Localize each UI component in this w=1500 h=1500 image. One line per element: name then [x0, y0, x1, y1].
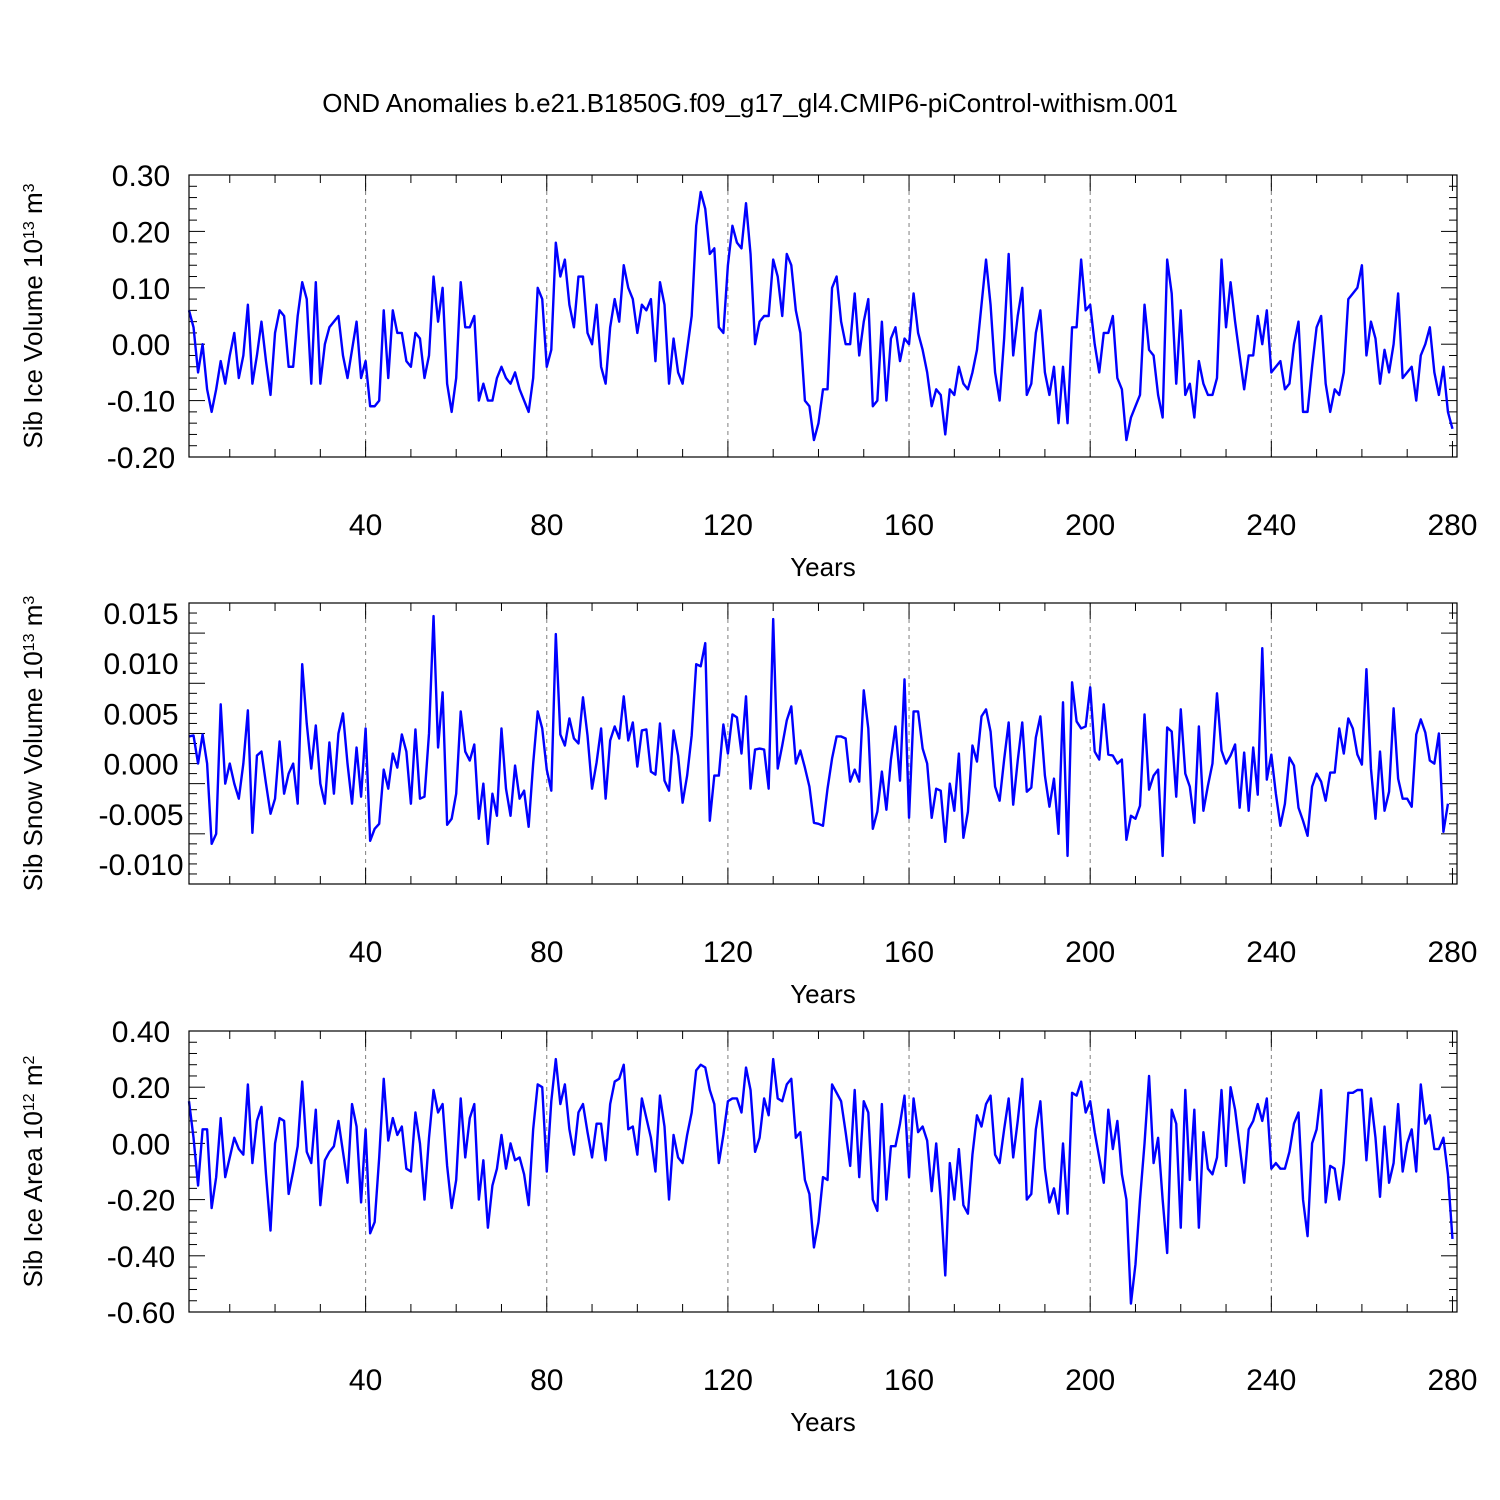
chart-sib-ice-volume-ylabel-main: Sib Ice Volume 10 [18, 239, 48, 449]
chart-sib-ice-area-ylabel-exponent: 12 [21, 1093, 38, 1111]
chart-sib-snow-volume-ytick-label-5: 0.015 [103, 598, 178, 631]
chart-sib-ice-area-ylabel-unit-exponent: 2 [21, 1055, 38, 1064]
chart-sib-ice-area-series-line [187, 1057, 1454, 1305]
chart-sib-snow-volume-frame [188, 602, 1458, 885]
chart-sib-snow-volume-ytick-label-3: 0.005 [103, 698, 178, 731]
chart-sib-snow-volume-xtick-label-5: 240 [1246, 936, 1296, 969]
chart-sib-ice-area-ytick-label-5: 0.40 [112, 1016, 170, 1049]
chart-sib-snow-volume-xtick-label-4: 200 [1065, 936, 1115, 969]
chart-sib-ice-area-ytick-label-1: -0.40 [107, 1241, 175, 1274]
chart-sib-snow-volume-xtick-label-1: 80 [530, 936, 563, 969]
chart-sib-ice-volume-ytick-label-2: 0.00 [112, 329, 170, 362]
chart-sib-snow-volume-xtick-label-3: 160 [884, 936, 934, 969]
chart-sib-ice-volume-ylabel-unit-exponent: 3 [21, 183, 38, 192]
chart-sib-snow-volume-xtick-label-2: 120 [703, 936, 753, 969]
chart-sib-snow-volume-series-line [188, 614, 1450, 858]
chart-sib-ice-area-ytick-label-3: 0.00 [112, 1128, 170, 1161]
chart-sib-ice-volume-ytick-label-1: -0.10 [107, 386, 175, 419]
chart-sib-ice-volume-ytick-label-5: 0.30 [112, 160, 170, 193]
chart-sib-ice-area-ylabel-main: Sib Ice Area 10 [18, 1111, 48, 1287]
panel-sib-ice-volume: -0.20 -0.10 0.00 0.10 0.20 0.30 40 80 120 160 200 2… [18, 160, 1478, 582]
chart-sib-ice-area-xtick-label-2: 120 [703, 1364, 753, 1397]
chart-sib-snow-volume-xtick-label-0: 40 [349, 936, 382, 969]
chart-sib-ice-volume-ytick-label-4: 0.20 [112, 216, 170, 249]
chart-sib-ice-volume-ylabel-exponent: 13 [21, 221, 38, 239]
chart-sib-ice-volume-xtick-label-6: 280 [1427, 509, 1477, 542]
figure-title: OND Anomalies b.e21.B1850G.f09_g17_gl4.C… [322, 88, 1178, 118]
chart-sib-ice-volume-xtick-label-1: 80 [530, 509, 563, 542]
chart-sib-ice-volume-series-line [187, 190, 1454, 442]
chart-sib-ice-area-xtick-label-5: 240 [1246, 1364, 1296, 1397]
chart-sib-ice-volume-ylabel: Sib Ice Volume 1013 m3 [18, 183, 48, 448]
chart-sib-ice-volume-ytick-label-0: -0.20 [107, 442, 175, 475]
chart-sib-ice-area-xtick-label-3: 160 [884, 1364, 934, 1397]
chart-sib-ice-volume-xlabel: Years [790, 552, 856, 582]
chart-sib-ice-area-xtick-label-4: 200 [1065, 1364, 1115, 1397]
chart-sib-ice-volume-xtick-label-5: 240 [1246, 509, 1296, 542]
chart-sib-snow-volume-ylabel-unit: m [18, 605, 48, 634]
chart-sib-ice-area-xtick-label-6: 280 [1427, 1364, 1477, 1397]
chart-sib-snow-volume-ytick-label-4: 0.010 [103, 648, 178, 681]
chart-sib-ice-area-ytick-label-2: -0.20 [107, 1185, 175, 1218]
chart-sib-snow-volume-ylabel: Sib Snow Volume 1013 m3 [18, 596, 48, 892]
chart-sib-ice-volume-xtick-label-3: 160 [884, 509, 934, 542]
chart-sib-snow-volume-ylabel-unit-exponent: 3 [21, 596, 38, 605]
chart-sib-ice-area-ytick-label-4: 0.20 [112, 1072, 170, 1105]
chart-sib-snow-volume-ytick-label-2: 0.000 [103, 749, 178, 782]
chart-sib-snow-volume-xtick-label-6: 280 [1427, 936, 1477, 969]
chart-sib-ice-area-ytick-label-0: -0.60 [107, 1297, 175, 1330]
chart-sib-ice-area-xtick-label-1: 80 [530, 1364, 563, 1397]
chart-sib-ice-area-frame [188, 1030, 1458, 1313]
chart-sib-ice-volume-ytick-label-3: 0.10 [112, 273, 170, 306]
chart-sib-ice-volume-ylabel-unit: m [18, 192, 48, 221]
chart-sib-snow-volume-ytick-label-0: -0.010 [98, 849, 183, 882]
chart-sib-ice-area-xtick-label-0: 40 [349, 1364, 382, 1397]
panel-sib-snow-volume: -0.010 -0.005 0.000 0.005 0.010 0.015 40 80 120 1… [18, 596, 1478, 1009]
chart-sib-ice-area-xlabel: Years [790, 1407, 856, 1437]
chart-sib-snow-volume-ytick-label-1: -0.005 [98, 799, 183, 832]
chart-sib-snow-volume-ylabel-main: Sib Snow Volume 10 [18, 651, 48, 891]
chart-sib-ice-volume-xtick-label-0: 40 [349, 509, 382, 542]
chart-sib-ice-volume-xtick-label-4: 200 [1065, 509, 1115, 542]
chart-sib-ice-volume-frame [188, 174, 1458, 458]
chart-sib-ice-area-ylabel: Sib Ice Area 1012 m2 [18, 1055, 48, 1287]
panel-sib-ice-area: -0.60 -0.40 -0.20 0.00 0.20 0.40 40 80 120 160 200… [18, 1016, 1478, 1437]
chart-sib-ice-volume-xtick-label-2: 120 [703, 509, 753, 542]
chart-sib-snow-volume-ylabel-exponent: 13 [21, 633, 38, 651]
chart-sib-snow-volume-xlabel: Years [790, 979, 856, 1009]
chart-sib-ice-area-ylabel-unit: m [18, 1064, 48, 1093]
